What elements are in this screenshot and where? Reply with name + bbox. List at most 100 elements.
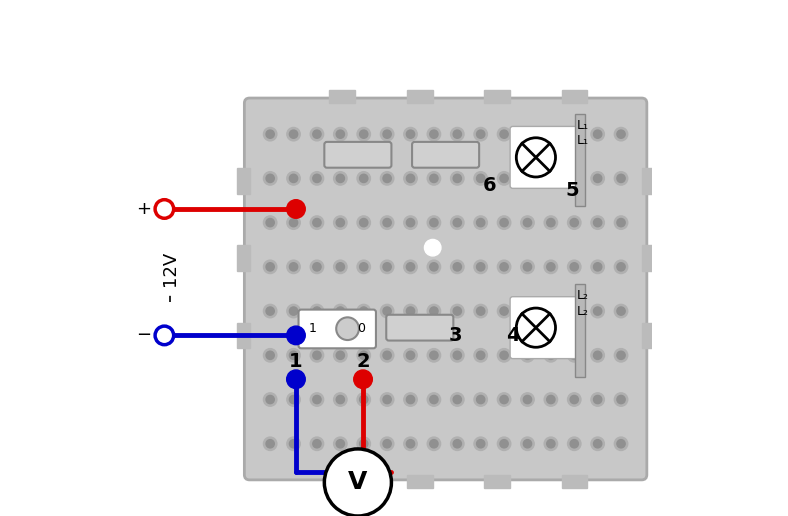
Circle shape <box>336 317 359 340</box>
Circle shape <box>545 437 558 450</box>
Circle shape <box>593 130 602 138</box>
Circle shape <box>427 393 440 406</box>
Circle shape <box>263 172 277 185</box>
Circle shape <box>429 263 438 271</box>
FancyBboxPatch shape <box>244 98 647 480</box>
Circle shape <box>453 351 462 360</box>
Text: 3: 3 <box>449 326 463 345</box>
Circle shape <box>591 437 604 450</box>
Circle shape <box>547 395 555 404</box>
Circle shape <box>333 216 347 229</box>
Circle shape <box>500 395 508 404</box>
Circle shape <box>359 440 368 448</box>
Circle shape <box>571 395 578 404</box>
Circle shape <box>310 349 324 362</box>
Circle shape <box>266 218 274 227</box>
Circle shape <box>336 174 344 183</box>
Circle shape <box>615 349 628 362</box>
Circle shape <box>571 307 578 315</box>
Circle shape <box>547 263 555 271</box>
Circle shape <box>545 216 558 229</box>
Circle shape <box>336 263 344 271</box>
Circle shape <box>593 440 602 448</box>
Circle shape <box>357 260 370 273</box>
Circle shape <box>354 370 372 389</box>
Circle shape <box>545 260 558 273</box>
Circle shape <box>547 307 555 315</box>
Circle shape <box>403 216 417 229</box>
Circle shape <box>336 218 344 227</box>
Circle shape <box>571 440 578 448</box>
Circle shape <box>289 174 298 183</box>
Circle shape <box>453 440 462 448</box>
Bar <box>574 284 585 377</box>
Circle shape <box>333 393 347 406</box>
Circle shape <box>516 308 556 347</box>
Text: 1: 1 <box>309 322 317 335</box>
Circle shape <box>313 174 321 183</box>
Circle shape <box>545 393 558 406</box>
Circle shape <box>500 174 508 183</box>
Circle shape <box>497 393 511 406</box>
Circle shape <box>407 218 414 227</box>
Bar <box>641 322 655 348</box>
Circle shape <box>521 216 534 229</box>
Circle shape <box>289 307 298 315</box>
Circle shape <box>429 351 438 360</box>
Circle shape <box>571 174 578 183</box>
Circle shape <box>617 395 625 404</box>
Bar <box>329 90 355 103</box>
Circle shape <box>497 216 511 229</box>
Circle shape <box>497 127 511 141</box>
Circle shape <box>155 200 173 218</box>
Circle shape <box>477 263 485 271</box>
Circle shape <box>567 393 581 406</box>
Circle shape <box>429 130 438 138</box>
Circle shape <box>523 130 532 138</box>
Circle shape <box>381 393 394 406</box>
Circle shape <box>289 440 298 448</box>
Circle shape <box>453 218 462 227</box>
Bar <box>574 114 585 206</box>
Circle shape <box>451 127 464 141</box>
Circle shape <box>313 307 321 315</box>
Circle shape <box>263 437 277 450</box>
Circle shape <box>313 130 321 138</box>
Circle shape <box>617 130 625 138</box>
Circle shape <box>593 351 602 360</box>
Circle shape <box>263 304 277 318</box>
Circle shape <box>474 304 488 318</box>
Circle shape <box>453 130 462 138</box>
Circle shape <box>477 351 485 360</box>
Circle shape <box>500 351 508 360</box>
Circle shape <box>336 440 344 448</box>
Bar <box>641 168 655 194</box>
Circle shape <box>263 349 277 362</box>
Text: 4: 4 <box>506 326 519 345</box>
Circle shape <box>453 395 462 404</box>
Circle shape <box>313 218 321 227</box>
Text: +: + <box>136 200 151 218</box>
Circle shape <box>336 307 344 315</box>
Circle shape <box>357 304 370 318</box>
Circle shape <box>381 437 394 450</box>
Circle shape <box>313 440 321 448</box>
Circle shape <box>523 307 532 315</box>
Circle shape <box>289 263 298 271</box>
Circle shape <box>429 218 438 227</box>
Circle shape <box>477 440 485 448</box>
Circle shape <box>497 172 511 185</box>
Circle shape <box>593 395 602 404</box>
Circle shape <box>427 260 440 273</box>
Circle shape <box>617 351 625 360</box>
Circle shape <box>451 260 464 273</box>
Text: 6: 6 <box>482 176 496 195</box>
Text: 1: 1 <box>289 352 303 370</box>
Circle shape <box>357 216 370 229</box>
Circle shape <box>523 263 532 271</box>
Circle shape <box>383 395 392 404</box>
Circle shape <box>289 218 298 227</box>
Circle shape <box>453 307 462 315</box>
Circle shape <box>427 127 440 141</box>
Circle shape <box>407 307 414 315</box>
